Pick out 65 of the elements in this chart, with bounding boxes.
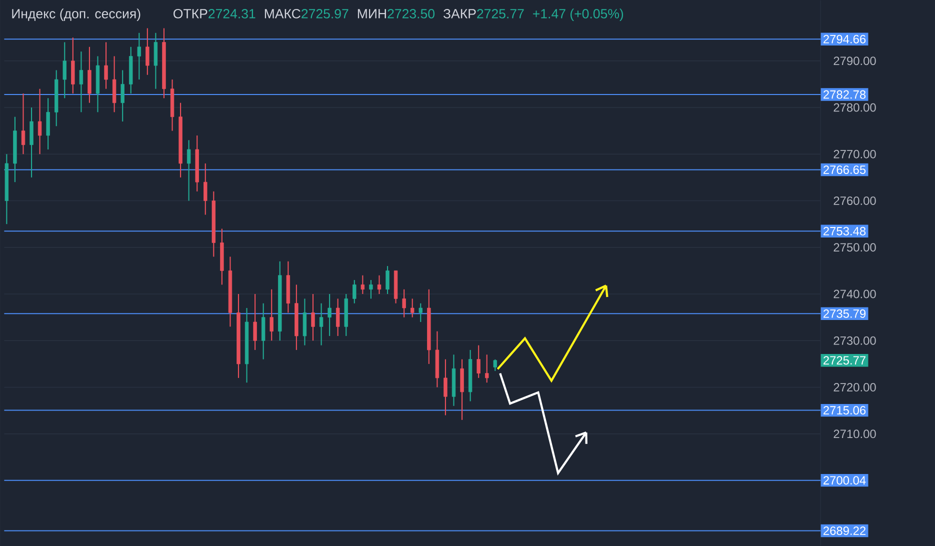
candlestick xyxy=(410,298,414,318)
y-tick-label: 2770.00 xyxy=(834,150,876,158)
candlestick xyxy=(46,98,50,150)
candlestick xyxy=(30,106,34,178)
candlestick xyxy=(261,302,266,360)
annotation: МИН xyxy=(358,9,386,18)
annotation: 2723.50 xyxy=(388,8,435,18)
candlestick xyxy=(444,358,448,416)
ref-line-label: 2753.48 xyxy=(824,226,866,236)
annotation: ОТКР xyxy=(174,8,208,18)
candlestick xyxy=(204,162,208,216)
annotation: 2725.77 xyxy=(477,8,524,18)
annotation: 2724.31 xyxy=(208,8,256,18)
candlestick xyxy=(402,288,406,318)
ref-line-label: 2766.65 xyxy=(824,165,866,174)
candlestick xyxy=(38,88,42,155)
candlestick xyxy=(186,140,191,202)
candlestick xyxy=(253,293,257,350)
candlestick xyxy=(88,46,92,104)
candlestick xyxy=(485,354,489,384)
candlestick xyxy=(360,274,365,295)
ref-line-label: 2715.06 xyxy=(824,406,866,414)
candlestick xyxy=(460,358,464,420)
candlestick xyxy=(62,42,66,99)
candlestick xyxy=(270,288,274,342)
y-tick-label: 2710.00 xyxy=(834,430,876,438)
y-tick-label: 2720.00 xyxy=(834,382,876,392)
ref-line-label: 2689.22 xyxy=(824,526,866,535)
y-tick-label: 2750.00 xyxy=(834,243,876,252)
candlestick xyxy=(319,302,324,346)
candlestick xyxy=(418,302,422,322)
text: 2725.77 xyxy=(824,356,866,365)
annotation: ЗАКР xyxy=(443,8,476,18)
candlestick xyxy=(311,293,315,342)
candlestick xyxy=(120,70,124,122)
ref-line-label: 2782.78 xyxy=(824,90,866,99)
ref-line-label: 2735.79 xyxy=(824,309,866,318)
y-tick-label: 2780.00 xyxy=(834,103,876,112)
candlestick xyxy=(146,28,150,76)
annotation: МАКС xyxy=(264,8,300,18)
candlestick xyxy=(493,358,498,372)
annotation: 2725.97 xyxy=(302,8,348,18)
y-tick-label: 2740.00 xyxy=(834,290,876,298)
candlestick xyxy=(476,344,480,378)
candlestick xyxy=(137,32,142,80)
candlestick xyxy=(336,298,340,336)
candlestick xyxy=(104,42,108,90)
candlestick xyxy=(377,274,382,295)
candlestick xyxy=(352,279,356,304)
ref-line-label: 2794.66 xyxy=(824,34,866,44)
candlestick xyxy=(154,32,158,90)
text: Индекс (доп. сессия) xyxy=(12,8,140,22)
y-tick-label: 2790.00 xyxy=(834,56,876,66)
annotation: +1.47 (+0.05%) xyxy=(533,8,624,22)
candlestick xyxy=(302,298,307,346)
candlestick xyxy=(71,36,75,94)
candlestick xyxy=(369,279,373,300)
candlestick xyxy=(21,92,26,155)
candlestick xyxy=(328,293,332,336)
candlestick xyxy=(79,50,84,113)
candlestick xyxy=(112,56,116,113)
y-tick-label: 2730.00 xyxy=(834,336,876,345)
candlestick xyxy=(386,265,390,295)
ref-line-label: 2700.04 xyxy=(824,476,866,485)
y-tick-label: 2760.00 xyxy=(834,196,876,205)
